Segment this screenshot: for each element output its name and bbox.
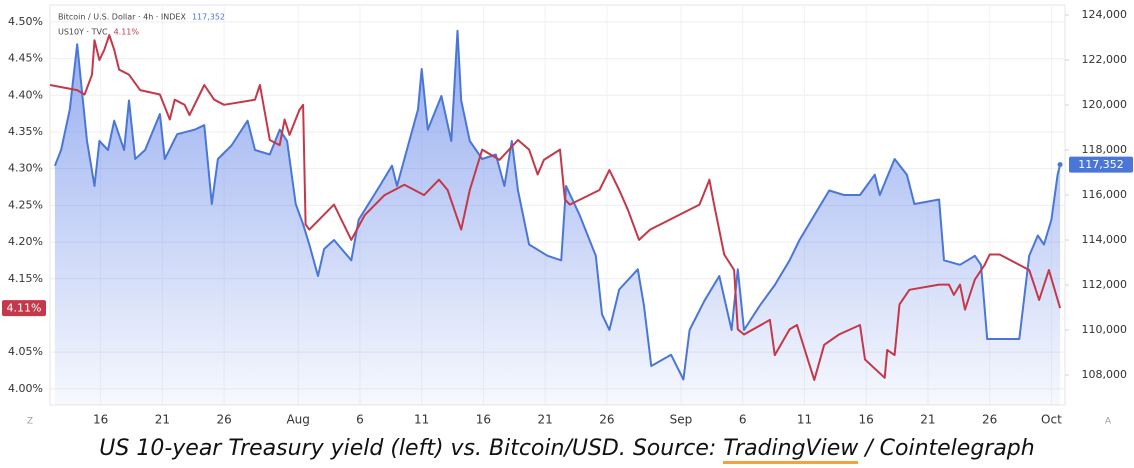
y-tick-label: 4.25%: [8, 198, 43, 211]
x-tick-label: 11: [414, 413, 429, 427]
x-tick-label: 26: [982, 413, 997, 427]
y-tick-label: 4.50%: [8, 15, 43, 28]
chart: Z A 16 21 26 Aug 6 11 16 21 26 Sep 6 11 16 21 26 Oct 4.0…: [2, 4, 1133, 427]
y2-tick-label: 124,000: [1082, 8, 1128, 21]
y-tick-label: 4.00%: [8, 382, 43, 395]
x-tick-label: 16: [476, 413, 491, 427]
line: [53, 29, 1062, 381]
x-tick-label: Aug: [286, 413, 309, 427]
legend-entry: Bitcoin / U.S. Dollar · 4h · INDEX: [58, 13, 186, 22]
x-tick-label: 26: [599, 413, 614, 427]
x-tick-label: 26: [216, 413, 231, 427]
area: [54, 30, 1061, 405]
y2-tick-label: 110,000: [1082, 323, 1128, 336]
caption: US 10-year Treasury yield (left) vs. Bit…: [0, 436, 1134, 464]
legend-value: 117,352: [192, 13, 225, 22]
caption-text: / Cointelegraph: [858, 436, 1035, 461]
x-tick-label: 21: [538, 413, 553, 427]
y-tick-label: 4.30%: [8, 162, 43, 175]
x-tick-label: 6: [356, 413, 364, 427]
source-link[interactable]: TradingView: [723, 436, 859, 464]
y-tick-label: 4.45%: [8, 52, 43, 65]
last-value-label: 117,352: [1078, 158, 1124, 171]
caption-text: US 10-year Treasury yield (left) vs. Bit…: [99, 436, 724, 461]
y2-tick-label: 116,000: [1082, 188, 1128, 201]
corner-label: Z: [27, 417, 33, 427]
x-tick-label: Sep: [670, 413, 693, 427]
x-tick-label: 16: [859, 413, 874, 427]
corner-label: A: [1105, 417, 1112, 427]
x-tick-label: Oct: [1041, 413, 1062, 427]
last-value-badge: [1069, 156, 1133, 173]
x-tick-label: 21: [155, 413, 170, 427]
y-tick-label: 4.15%: [8, 272, 43, 285]
y2-tick-label: 112,000: [1082, 278, 1128, 291]
x-tick-label: 21: [920, 413, 935, 427]
last-point: [1057, 162, 1063, 168]
y2-tick-label: 120,000: [1082, 98, 1128, 111]
last-value-label: 4.11%: [7, 302, 42, 315]
y-tick-label: 4.05%: [8, 345, 43, 358]
y2-tick-label: 108,000: [1082, 368, 1128, 381]
line: [49, 34, 1062, 381]
x-tick-label: 16: [93, 413, 108, 427]
last-value-badge: [2, 300, 46, 317]
y-tick-label: 4.40%: [8, 88, 43, 101]
y-tick-label: 4.20%: [8, 235, 43, 248]
legend-value: 4.11%: [114, 28, 140, 37]
y2-tick-label: 114,000: [1082, 233, 1128, 246]
y2-tick-label: 122,000: [1082, 53, 1128, 66]
y2-tick-label: 118,000: [1082, 143, 1128, 156]
y-tick-label: 4.35%: [8, 125, 43, 138]
x-tick-label: 6: [739, 413, 747, 427]
legend-entry: US10Y · TVC: [58, 28, 108, 37]
x-tick-label: 11: [797, 413, 812, 427]
